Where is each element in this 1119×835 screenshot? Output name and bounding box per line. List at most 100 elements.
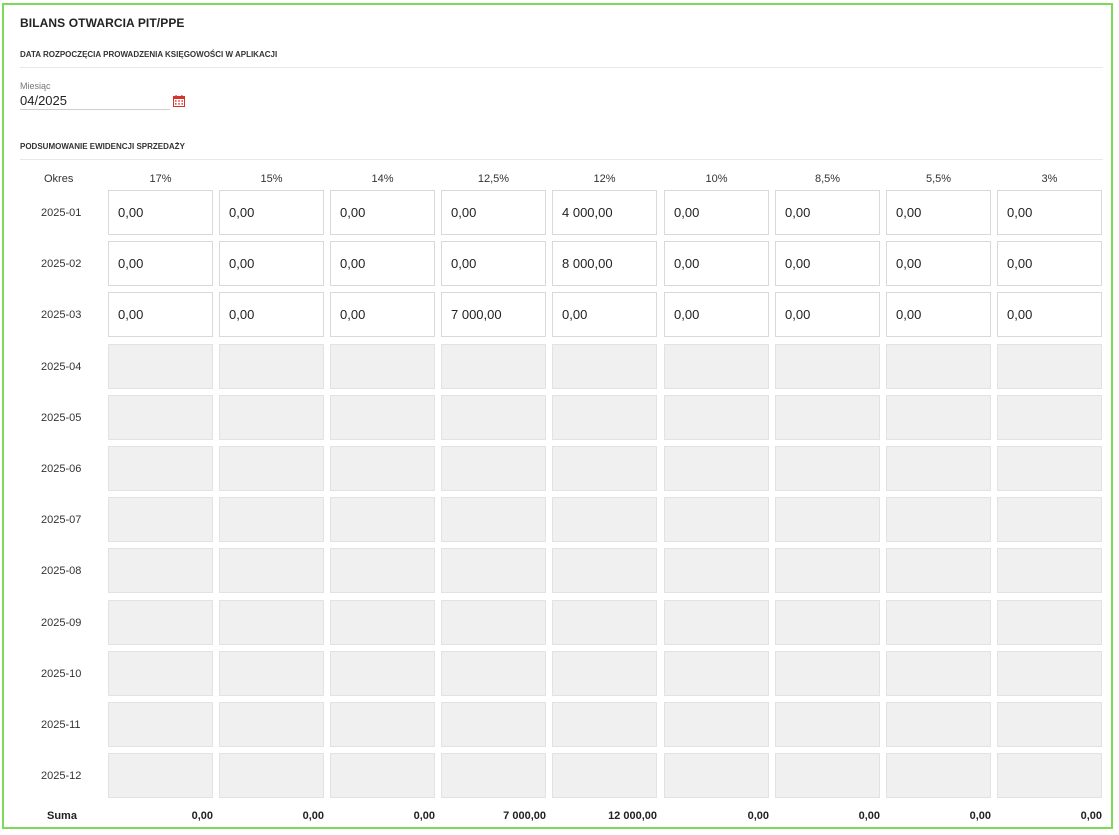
amount-input	[775, 344, 880, 389]
amount-input	[997, 395, 1102, 440]
month-input[interactable]	[20, 92, 170, 110]
column-header-rate: 12%	[593, 173, 616, 185]
column-header-period: Okres	[44, 173, 74, 185]
amount-input	[108, 344, 213, 389]
column-header-rate: 10%	[705, 173, 728, 185]
amount-input	[664, 753, 769, 798]
amount-input	[219, 497, 324, 542]
column-header-rate: 14%	[371, 173, 394, 185]
amount-input	[775, 651, 880, 696]
amount-input	[664, 702, 769, 747]
amount-input[interactable]	[886, 190, 991, 235]
amount-input	[330, 600, 435, 645]
amount-input	[219, 395, 324, 440]
amount-input[interactable]	[886, 292, 991, 337]
amount-input[interactable]	[664, 190, 769, 235]
amount-input	[108, 548, 213, 593]
amount-input	[552, 395, 657, 440]
amount-input[interactable]	[219, 292, 324, 337]
amount-input	[664, 497, 769, 542]
amount-input	[330, 497, 435, 542]
amount-input[interactable]	[775, 292, 880, 337]
amount-input	[108, 600, 213, 645]
amount-input	[886, 446, 991, 491]
sum-value: 7 000,00	[503, 810, 546, 822]
amount-input	[330, 651, 435, 696]
amount-input	[886, 395, 991, 440]
amount-input	[108, 753, 213, 798]
row-period-label: 2025-01	[41, 207, 82, 219]
row-period-label: 2025-08	[41, 565, 82, 577]
amount-input[interactable]	[441, 190, 546, 235]
column-header-rate: 3%	[1041, 173, 1058, 185]
amount-input[interactable]	[330, 241, 435, 286]
amount-input[interactable]	[552, 190, 657, 235]
row-period-label: 2025-06	[41, 463, 82, 475]
amount-input[interactable]	[775, 241, 880, 286]
amount-input	[219, 651, 324, 696]
amount-input	[330, 753, 435, 798]
column-header-rate: 17%	[149, 173, 172, 185]
amount-input[interactable]	[219, 190, 324, 235]
amount-input[interactable]	[552, 241, 657, 286]
start-date-section-title: DATA ROZPOCZĘCIA PROWADZENIA KSIĘGOWOŚCI…	[20, 50, 278, 59]
amount-input[interactable]	[664, 292, 769, 337]
amount-input	[552, 497, 657, 542]
amount-input	[552, 651, 657, 696]
amount-input	[330, 446, 435, 491]
amount-input[interactable]	[330, 190, 435, 235]
amount-input	[664, 395, 769, 440]
amount-input	[219, 753, 324, 798]
amount-input	[108, 497, 213, 542]
row-period-label: 2025-07	[41, 514, 82, 526]
amount-input	[441, 446, 546, 491]
row-period-label: 2025-12	[41, 770, 82, 782]
amount-input[interactable]	[552, 292, 657, 337]
amount-input[interactable]	[664, 241, 769, 286]
amount-input	[441, 548, 546, 593]
row-period-label: 2025-11	[41, 719, 81, 731]
amount-input	[108, 446, 213, 491]
sum-value: 0,00	[969, 810, 991, 822]
amount-input[interactable]	[997, 190, 1102, 235]
amount-input[interactable]	[219, 241, 324, 286]
amount-input	[219, 702, 324, 747]
amount-input	[775, 446, 880, 491]
amount-input	[330, 395, 435, 440]
amount-input	[775, 548, 880, 593]
amount-input[interactable]	[108, 241, 213, 286]
amount-input	[441, 344, 546, 389]
amount-input	[441, 600, 546, 645]
column-header-rate: 12,5%	[477, 173, 510, 185]
amount-input	[997, 446, 1102, 491]
amount-input	[441, 651, 546, 696]
amount-input	[219, 548, 324, 593]
amount-input[interactable]	[886, 241, 991, 286]
amount-input	[330, 702, 435, 747]
sum-value: 0,00	[1080, 810, 1102, 822]
amount-input	[997, 651, 1102, 696]
amount-input	[441, 395, 546, 440]
row-period-label: 2025-09	[41, 617, 82, 629]
amount-input	[108, 395, 213, 440]
page-title: BILANS OTWARCIA PIT/PPE	[20, 16, 185, 30]
sales-summary-section-title: PODSUMOWANIE EWIDENCJI SPRZEDAŻY	[20, 142, 185, 151]
row-period-label: 2025-05	[41, 412, 82, 424]
amount-input[interactable]	[775, 190, 880, 235]
amount-input[interactable]	[997, 292, 1102, 337]
amount-input	[886, 600, 991, 645]
amount-input[interactable]	[330, 292, 435, 337]
calendar-icon[interactable]	[173, 95, 185, 107]
sum-value: 0,00	[302, 810, 324, 822]
amount-input	[886, 753, 991, 798]
column-header-rate: 5,5%	[925, 173, 952, 185]
amount-input[interactable]	[441, 241, 546, 286]
sum-value: 0,00	[747, 810, 769, 822]
amount-input	[441, 702, 546, 747]
amount-input[interactable]	[108, 190, 213, 235]
amount-input[interactable]	[441, 292, 546, 337]
amount-input[interactable]	[108, 292, 213, 337]
row-period-label: 2025-03	[41, 309, 82, 321]
amount-input	[219, 344, 324, 389]
amount-input[interactable]	[997, 241, 1102, 286]
